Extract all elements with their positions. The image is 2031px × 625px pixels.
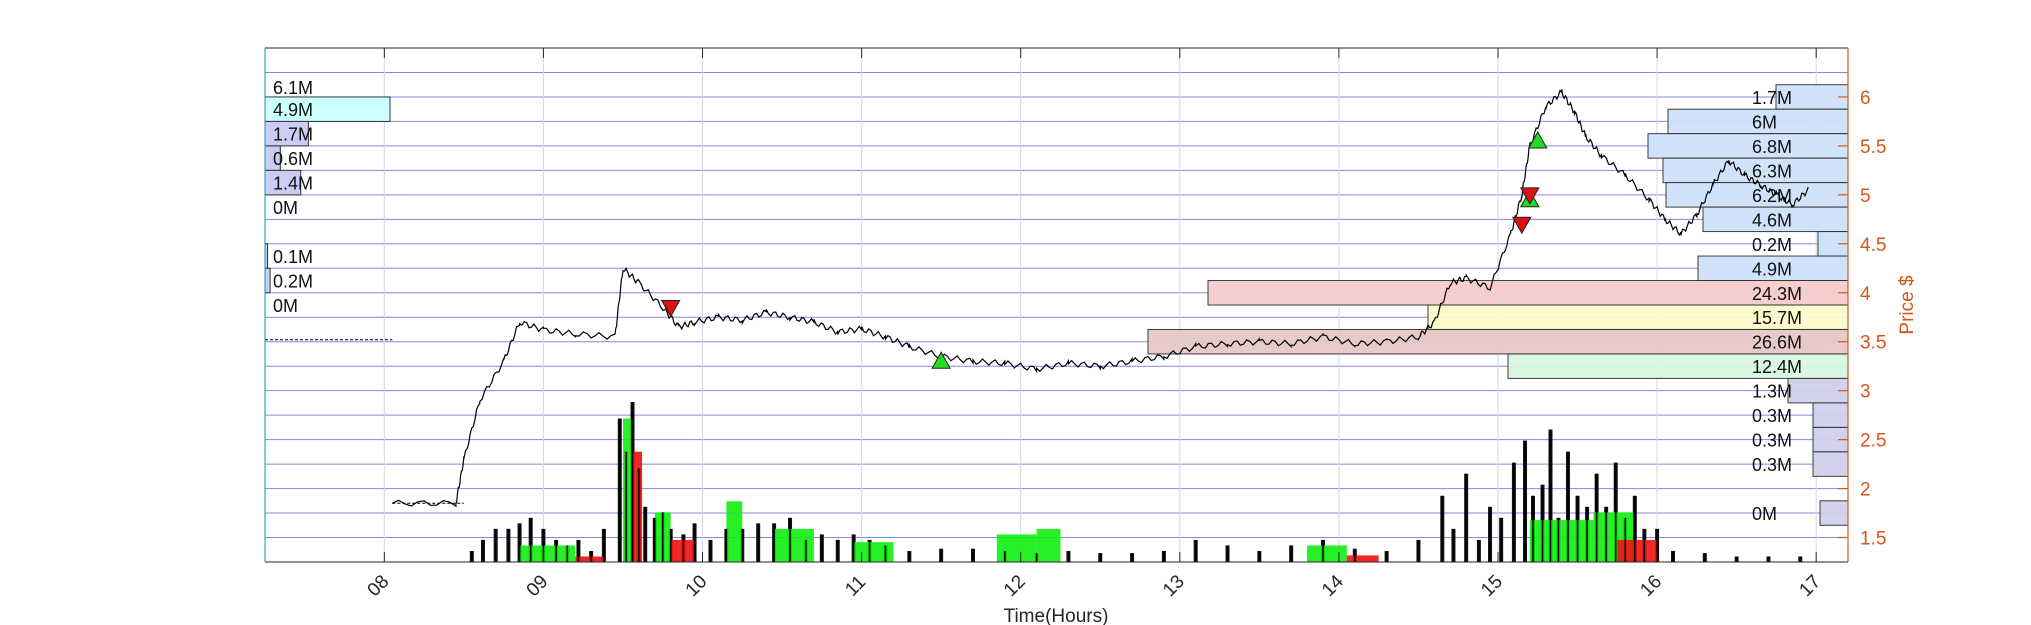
sell-marker: [660, 299, 681, 318]
buy-marker: [931, 351, 952, 369]
x-tick-label: 10: [682, 571, 712, 601]
volume-down-block: [630, 451, 643, 562]
sell-marker: [1519, 187, 1540, 205]
x-tick-label: 14: [1318, 571, 1348, 601]
left-profile-label: 6.1M: [273, 78, 313, 98]
right-profile-bar: [1665, 182, 1849, 208]
right-profile-bar: [1427, 304, 1849, 330]
volume-up-block: [996, 534, 1037, 562]
right-profile-bar: [1819, 500, 1849, 526]
volume-up-block: [726, 501, 743, 562]
left-profile-label: 1.7M: [273, 125, 313, 145]
volume-up-block: [853, 542, 894, 562]
left-volume-profile: 6.1M4.9M 1.7M 0.6M 1.4M 0M 0.1M 0.2M 0M: [264, 78, 391, 316]
right-profile-label: 1.3M: [1752, 382, 1792, 402]
y-tick-label: 5: [1860, 186, 1871, 207]
volume-down-block: [575, 556, 604, 562]
right-profile-label: 6.3M: [1752, 161, 1792, 181]
right-profile-bar: [1662, 157, 1849, 184]
volume-up-block: [622, 418, 631, 562]
y-tick-label: 4.5: [1860, 235, 1886, 256]
x-tick-label: 15: [1477, 571, 1507, 601]
right-profile-label: 0.3M: [1752, 406, 1792, 426]
right-profile-label: 0.3M: [1752, 455, 1792, 475]
right-profile-label: 6.2M: [1752, 186, 1792, 206]
y-tick-label: 2.5: [1860, 431, 1886, 452]
y-tick-label: 3.5: [1860, 333, 1886, 354]
right-profile-label: 24.3M: [1752, 284, 1802, 304]
left-profile-label: 4.9M: [273, 100, 313, 120]
right-profile-bar: [1702, 206, 1849, 233]
right-profile-label: 4.9M: [1752, 259, 1792, 279]
trade-markers: [660, 130, 1548, 369]
y-tick-label: 4: [1860, 284, 1871, 305]
right-volume-profile: 1.7M 6M 6.8M 6.3M 6.2M 4.6M 0.2M 4.9M 24.3M 15.7M…: [1147, 84, 1849, 526]
volume-up-block: [1307, 545, 1347, 562]
left-profile-bar: [264, 267, 271, 294]
sell-marker: [1511, 216, 1532, 235]
right-profile-bar: [1647, 133, 1849, 159]
y-tick-label: 3: [1860, 382, 1871, 403]
y-axis-label: Price $: [1897, 275, 1918, 335]
right-profile-bar: [1812, 451, 1849, 477]
price-line: [392, 89, 1809, 508]
left-profile-bar: [264, 96, 391, 122]
y-tick-label: 6: [1860, 88, 1871, 109]
right-profile-label: 6M: [1752, 112, 1777, 132]
left-profile-bar: [264, 120, 309, 147]
y-tick-label: 5.5: [1860, 137, 1886, 158]
volume-up-block: [1036, 528, 1061, 562]
x-tick-label: 11: [841, 572, 870, 601]
y-tick-label: 1.5: [1860, 529, 1886, 550]
x-tick-label: 08: [364, 571, 394, 601]
right-profile-bar: [1667, 108, 1849, 135]
volume-up-block: [519, 545, 576, 562]
left-profile-label: 0.1M: [273, 247, 313, 267]
x-tick-label: 13: [1159, 571, 1189, 601]
right-profile-label: 0.3M: [1752, 431, 1792, 451]
volume-up-block: [774, 528, 814, 562]
left-profile-label: 0M: [273, 296, 298, 316]
left-profile-label: 1.4M: [273, 174, 313, 194]
volume-down-block: [1346, 555, 1379, 562]
right-profile-bar: [1812, 402, 1849, 428]
left-profile-label: 0.6M: [273, 149, 313, 169]
buy-marker: [1527, 130, 1548, 149]
right-profile-label: 0M: [1752, 504, 1777, 524]
volume-down-block: [1617, 539, 1658, 562]
right-profile-bar: [1775, 84, 1849, 110]
x-tick-label: 16: [1636, 571, 1666, 601]
y-tick-label: 2: [1860, 480, 1871, 501]
right-profile-label: 1.7M: [1752, 88, 1792, 108]
x-tick-label: 09: [523, 571, 553, 601]
x-tick-label: 17: [1795, 571, 1825, 601]
right-profile-label: 12.4M: [1752, 357, 1802, 377]
volume-bars: [469, 402, 1803, 562]
right-profile-label: 0.2M: [1752, 235, 1792, 255]
price-series: [265, 89, 1809, 508]
right-profile-label: 6.8M: [1752, 137, 1792, 157]
left-profile-label: 0.2M: [273, 272, 313, 292]
right-profile-label: 4.6M: [1752, 210, 1792, 230]
right-profile-bar: [1147, 328, 1849, 355]
right-profile-label: 15.7M: [1752, 308, 1802, 328]
right-profile-bar: [1697, 255, 1849, 282]
left-profile-label: 0M: [273, 198, 298, 218]
right-profile-label: 26.6M: [1752, 333, 1802, 353]
grid: [265, 48, 1848, 562]
x-axis-label: Time(Hours): [1004, 606, 1109, 625]
right-profile-bar: [1207, 280, 1849, 306]
x-tick-label: 12: [1000, 571, 1030, 601]
volume-up-block: [1529, 520, 1594, 562]
volume-down-block: [670, 539, 695, 562]
right-profile-bar: [1507, 353, 1849, 379]
